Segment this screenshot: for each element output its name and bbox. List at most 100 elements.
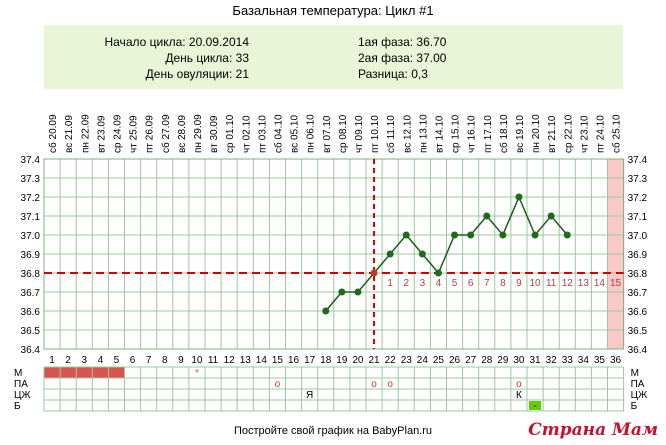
cycle-day-label: 18 bbox=[320, 355, 332, 366]
menstruation-cell bbox=[92, 367, 109, 378]
luteal-day-label: 6 bbox=[468, 278, 474, 289]
b-mark-box bbox=[529, 401, 542, 410]
cycle-day-label: 36 bbox=[610, 355, 622, 366]
cycle-day-label: 25 bbox=[433, 355, 445, 366]
cycle-day-label: 6 bbox=[130, 355, 136, 366]
temperature-point bbox=[563, 231, 571, 239]
luteal-day-label: 7 bbox=[484, 278, 490, 289]
cycle-day-label: 32 bbox=[546, 355, 558, 366]
watermark-logo: Страна Мам bbox=[528, 420, 658, 440]
luteal-day-label: 9 bbox=[516, 278, 522, 289]
temperature-point bbox=[483, 212, 491, 220]
x-date-label: пн 29.09 bbox=[193, 114, 204, 153]
y-tick-label-right: 37.0 bbox=[628, 231, 648, 242]
cycle-day-label: 14 bbox=[256, 355, 268, 366]
cycle-day-label: 1 bbox=[49, 355, 55, 366]
y-tick-label-left: 36.5 bbox=[21, 326, 41, 337]
marker-row-label-left: М bbox=[14, 368, 22, 379]
cycle-day-label: 29 bbox=[497, 355, 509, 366]
cycle-day-label: 21 bbox=[368, 355, 380, 366]
cycle-day-label: 16 bbox=[288, 355, 300, 366]
luteal-day-label: 13 bbox=[578, 278, 590, 289]
luteal-day-label: 2 bbox=[403, 278, 409, 289]
temperature-point bbox=[499, 231, 507, 239]
m-mark: * bbox=[195, 368, 199, 379]
y-tick-label-right: 36.8 bbox=[628, 269, 648, 280]
y-tick-label-left: 36.6 bbox=[21, 307, 41, 318]
luteal-day-label: 10 bbox=[529, 278, 541, 289]
cycle-day-label: 22 bbox=[385, 355, 397, 366]
menstruation-cell bbox=[44, 367, 61, 378]
x-date-label: вт 07.10 bbox=[322, 115, 333, 153]
pa-mark: o bbox=[371, 379, 377, 390]
pa-mark: o bbox=[516, 379, 522, 390]
cycle-day-label: 4 bbox=[98, 355, 104, 366]
x-date-label: ср 22.10 bbox=[563, 114, 574, 153]
cycle-day-label: 33 bbox=[562, 355, 574, 366]
temperature-point bbox=[322, 307, 330, 315]
luteal-day-label: 12 bbox=[562, 278, 574, 289]
y-tick-label-left: 36.9 bbox=[21, 250, 41, 261]
cycle-day-text: День цикла: 33 bbox=[165, 51, 249, 65]
x-date-label: вс 28.09 bbox=[177, 115, 188, 153]
marker-row-label-left: ЦЖ bbox=[14, 390, 31, 401]
y-tick-label-right: 37.2 bbox=[628, 193, 648, 204]
phase2-text: 2ая фаза: 37.00 bbox=[358, 51, 447, 65]
x-date-label: чт 23.10 bbox=[579, 115, 590, 153]
x-date-label: сб 25.10 bbox=[611, 114, 623, 153]
ovulation-day-text: День овуляции: 21 bbox=[145, 67, 249, 81]
cycle-day-label: 3 bbox=[81, 355, 87, 366]
temperature-point bbox=[515, 193, 523, 201]
x-date-label: вс 19.10 bbox=[515, 115, 526, 153]
cycle-day-label: 5 bbox=[114, 355, 120, 366]
x-date-label: ср 24.09 bbox=[112, 114, 123, 153]
temperature-line bbox=[325, 195, 568, 312]
cycle-day-label: 27 bbox=[465, 355, 477, 366]
x-date-label: чт 25.09 bbox=[129, 115, 140, 153]
luteal-day-label: 15 bbox=[610, 278, 622, 289]
x-date-label: пн 22.09 bbox=[80, 114, 91, 153]
cycle-day-label: 31 bbox=[529, 355, 541, 366]
y-tick-label-left: 37.0 bbox=[21, 231, 41, 242]
x-date-label: чт 02.10 bbox=[241, 115, 252, 153]
czh-mark: Я bbox=[306, 390, 313, 401]
cycle-day-label: 17 bbox=[304, 355, 316, 366]
y-tick-label-left: 37.3 bbox=[21, 174, 41, 185]
marker-row-label-left: Б bbox=[14, 401, 21, 412]
luteal-day-label: 8 bbox=[500, 278, 506, 289]
y-tick-label-left: 36.8 bbox=[21, 269, 41, 280]
x-date-label: вт 30.09 bbox=[209, 115, 220, 153]
ovulation-point bbox=[370, 269, 378, 277]
temperature-point bbox=[467, 231, 475, 239]
luteal-day-label: 4 bbox=[436, 278, 442, 289]
y-tick-label-right: 37.4 bbox=[628, 155, 648, 166]
y-tick-label-left: 36.4 bbox=[21, 345, 41, 356]
cycle-day-label: 10 bbox=[191, 355, 203, 366]
marker-row-label-right: ЦЖ bbox=[631, 390, 648, 401]
temperature-point bbox=[386, 250, 394, 258]
menstruation-cell bbox=[60, 367, 77, 378]
x-date-label: чт 09.10 bbox=[354, 115, 365, 153]
cycle-info-panel: Начало цикла: 20.09.2014 День цикла: 33 … bbox=[44, 25, 623, 89]
x-date-label: пн 06.10 bbox=[306, 114, 317, 153]
cycle-day-label: 20 bbox=[352, 355, 364, 366]
x-date-label: сб 18.10 bbox=[498, 114, 510, 153]
x-date-label: чт 16.10 bbox=[467, 115, 478, 153]
marker-row-label-left: ПА bbox=[14, 379, 28, 390]
b-mark: - bbox=[533, 401, 536, 412]
footer-link[interactable]: Постройте свой график на BabyPlan.ru bbox=[233, 425, 433, 437]
x-date-label: пт 26.09 bbox=[145, 115, 156, 153]
temperature-point bbox=[531, 231, 539, 239]
temperature-point bbox=[418, 250, 426, 258]
cycle-day-label: 30 bbox=[513, 355, 525, 366]
cycle-day-label: 12 bbox=[224, 355, 236, 366]
y-tick-label-left: 37.4 bbox=[21, 155, 41, 166]
x-date-label: вт 23.09 bbox=[96, 115, 107, 153]
y-tick-label-right: 37.1 bbox=[628, 212, 648, 223]
y-tick-label-right: 36.9 bbox=[628, 250, 648, 261]
plot-border bbox=[43, 158, 625, 350]
chart-title: Базальная температура: Цикл #1 bbox=[232, 3, 434, 18]
luteal-day-label: 14 bbox=[594, 278, 606, 289]
x-date-label: сб 04.10 bbox=[272, 114, 284, 153]
